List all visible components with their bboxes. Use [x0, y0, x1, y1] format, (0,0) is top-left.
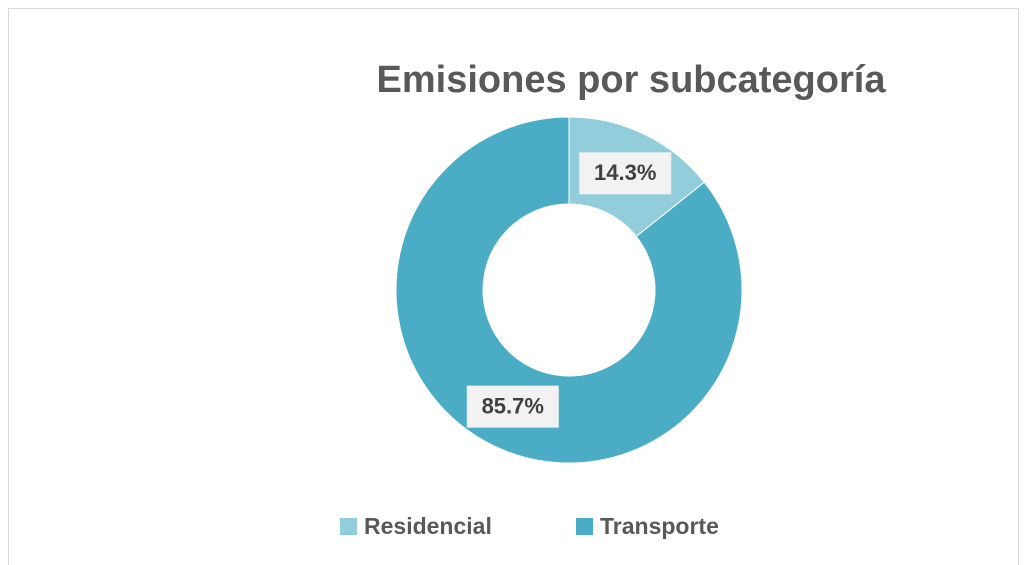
legend-swatch: [576, 518, 593, 535]
data-label-box: [466, 385, 559, 428]
chart-title: Emisiones por subcategoría: [377, 59, 887, 101]
legend-label: Residencial: [364, 513, 492, 539]
legend-swatch: [340, 518, 357, 535]
chart-frame: [8, 8, 1019, 565]
legend-label: Transporte: [600, 513, 719, 539]
data-label-box: [579, 152, 672, 195]
data-label: 14.3%: [594, 160, 656, 185]
slice: [395, 116, 743, 464]
data-label: 85.7%: [482, 393, 544, 418]
